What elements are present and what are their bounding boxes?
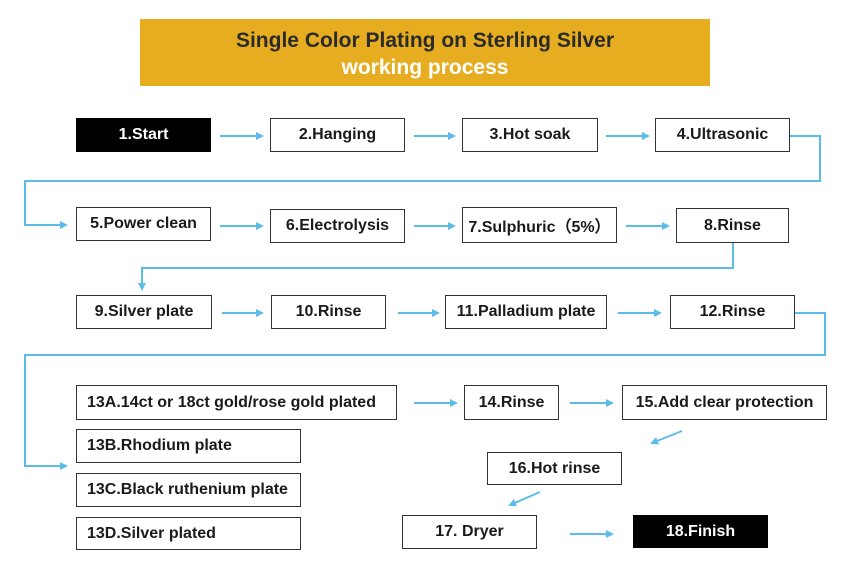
step-ultrasonic: 4.Ultrasonic <box>655 118 790 152</box>
step-hanging: 2.Hanging <box>270 118 405 152</box>
step-rinse-8: 8.Rinse <box>676 208 789 243</box>
connector-8-9 <box>138 243 734 291</box>
step-start: 1.Start <box>76 118 211 152</box>
step-power-clean: 5.Power clean <box>76 207 211 241</box>
step-electrolysis: 6.Electrolysis <box>270 209 405 243</box>
step-sulphuric: 7.Sulphuric（5%） <box>462 207 617 243</box>
step-add-clear-protection: 15.Add clear protection <box>622 385 827 420</box>
step-rinse-14: 14.Rinse <box>464 385 559 420</box>
step-finish: 18.Finish <box>633 515 768 548</box>
step-rinse-12: 12.Rinse <box>670 295 795 329</box>
step-dryer: 17. Dryer <box>402 515 537 549</box>
step-rinse-10: 10.Rinse <box>271 295 386 329</box>
arrow-15-16 <box>650 430 683 445</box>
arrow-16-17 <box>508 491 541 507</box>
step-silver-plate: 9.Silver plate <box>76 295 212 329</box>
step-rhodium-plate: 13B.Rhodium plate <box>76 429 301 463</box>
step-silver-plated: 13D.Silver plated <box>76 517 301 550</box>
diagram-subtitle: working process <box>341 56 509 79</box>
diagram-title: Single Color Plating on Sterling Silver <box>235 29 615 52</box>
step-hot-rinse: 16.Hot rinse <box>487 452 622 485</box>
step-gold-plated: 13A.14ct or 18ct gold/rose gold plated <box>76 385 397 420</box>
title-banner: Single Color Plating on Sterling Silver … <box>140 19 710 86</box>
step-black-ruthenium-plate: 13C.Black ruthenium plate <box>76 473 301 507</box>
step-palladium-plate: 11.Palladium plate <box>445 295 607 329</box>
step-hot-soak: 3.Hot soak <box>462 118 598 152</box>
